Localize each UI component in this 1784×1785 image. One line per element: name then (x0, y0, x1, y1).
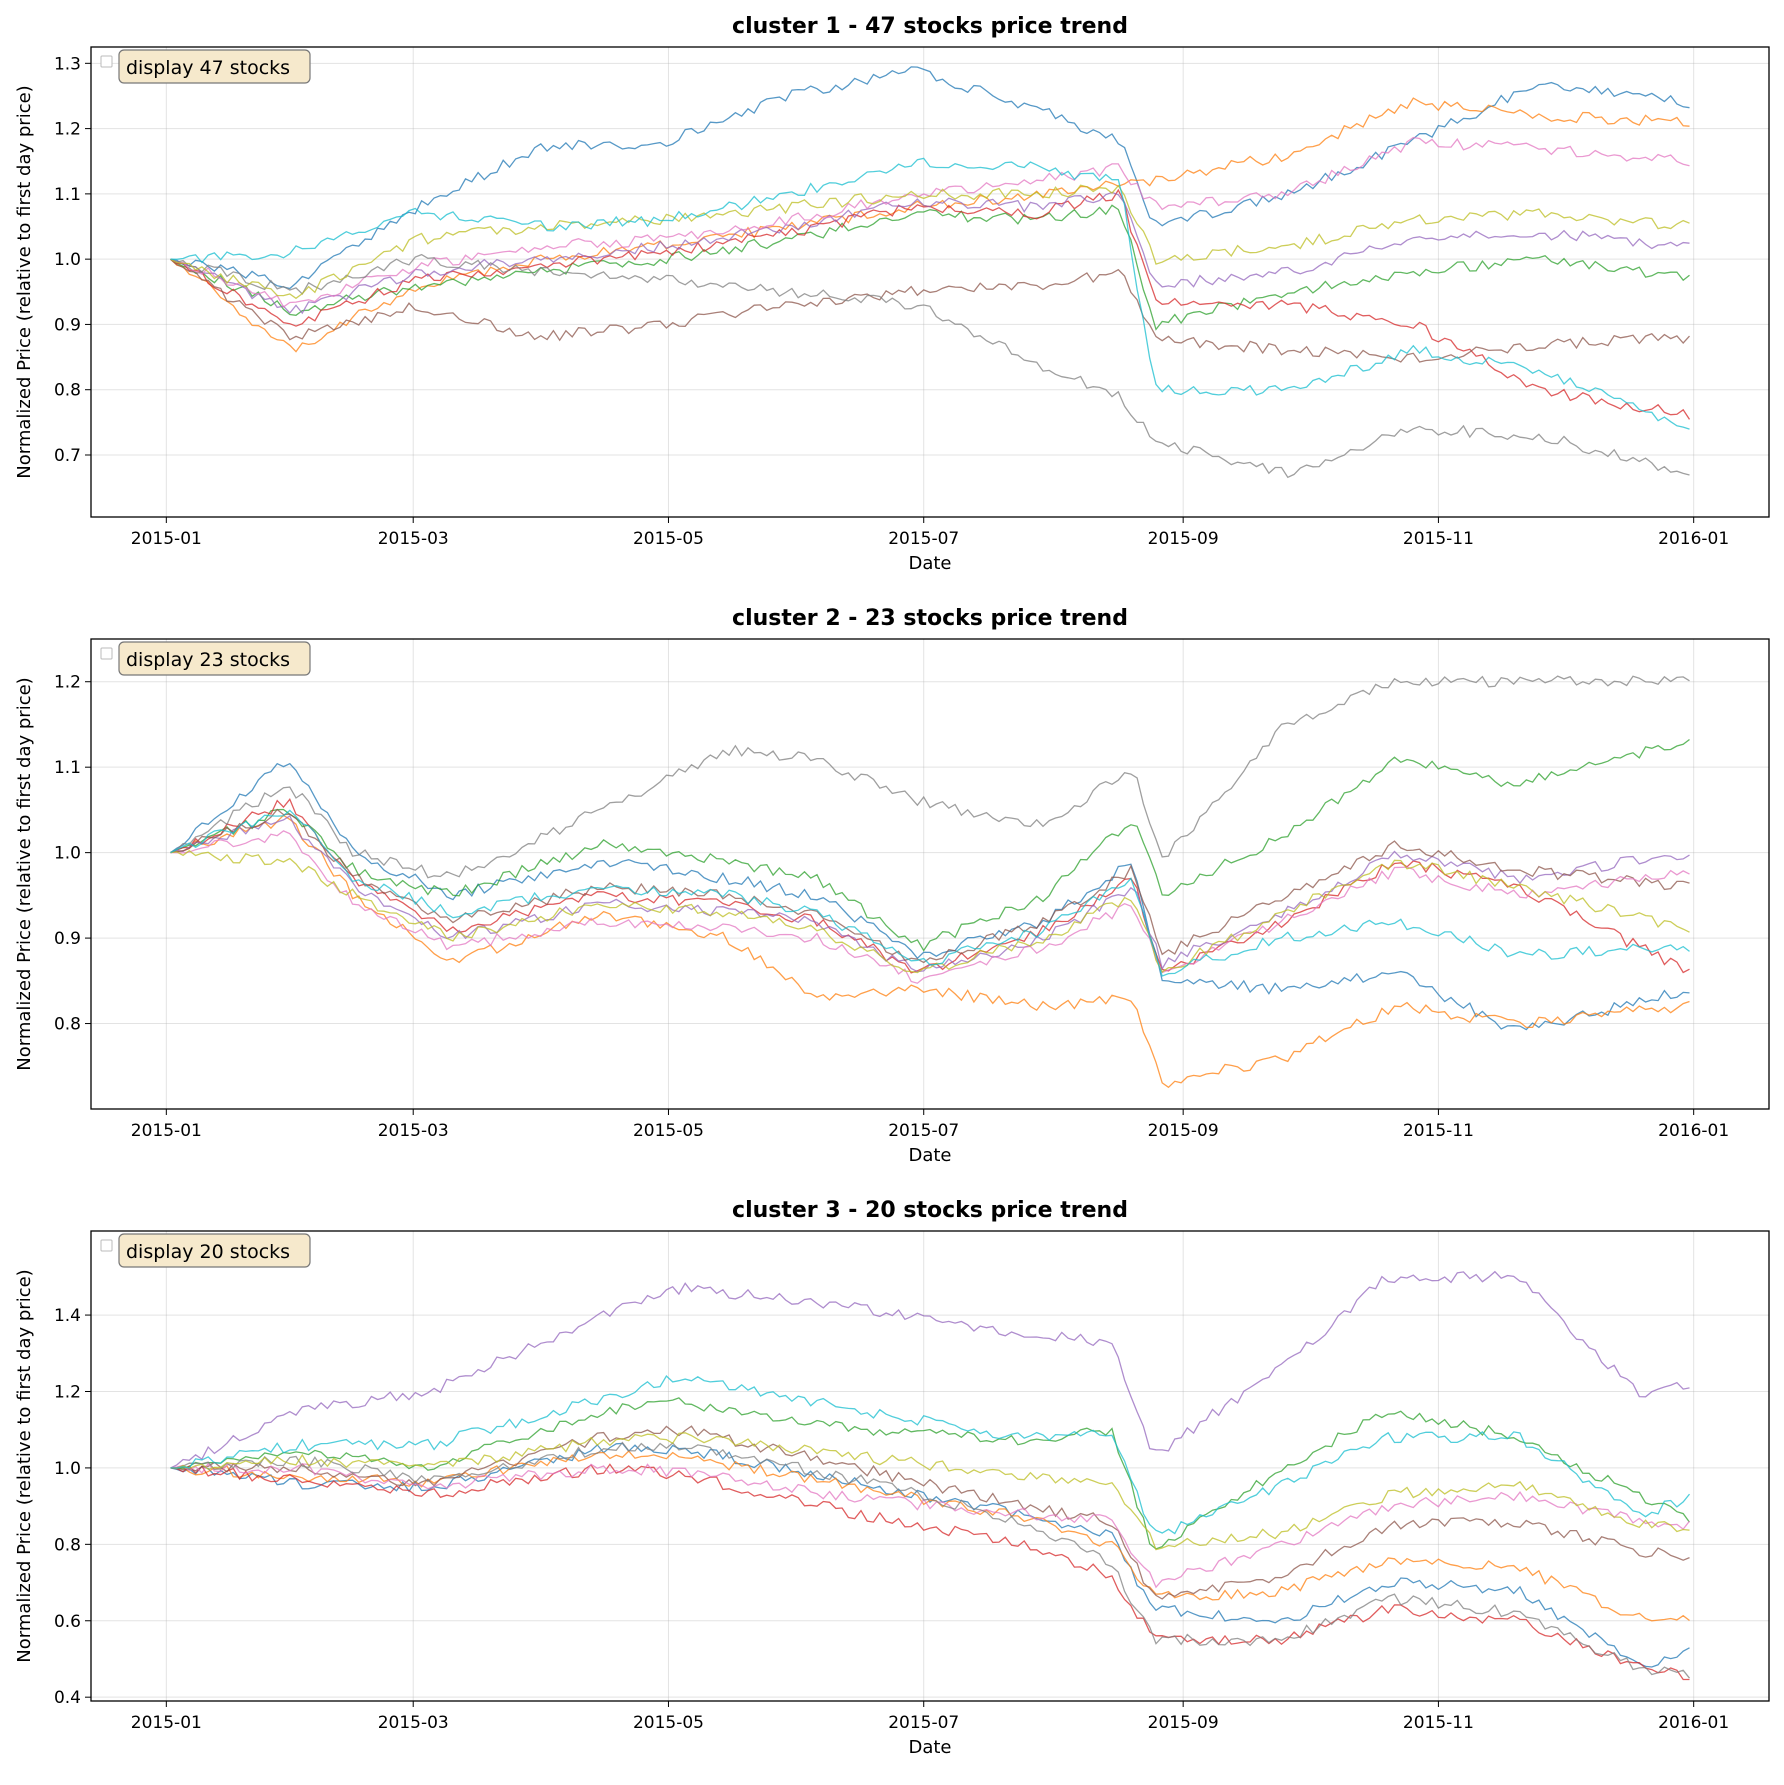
x-tick-label: 2016-01 (1658, 529, 1729, 549)
series-line-5 (170, 814, 1690, 973)
x-tick-label: 2015-07 (888, 529, 959, 549)
chart-panel-3: 0.4 0.6 0.8 1.0 1.2 1.4 2015-01 2015-03 2015-05 2… (14, 1198, 1770, 1758)
x-tick-label: 2015-11 (1403, 1121, 1474, 1141)
series-line-3 (170, 1397, 1691, 1550)
y-axis-label: Normalized Price (relative to first day … (14, 1269, 35, 1662)
y-axis-label: Normalized Price (relative to first day … (14, 677, 35, 1070)
series-line-2 (170, 97, 1690, 353)
legend-checkbox[interactable] (100, 1239, 113, 1252)
y-tick-label: 1.0 (54, 250, 81, 270)
x-tick-label: 2015-03 (378, 1713, 449, 1733)
series-line-3 (170, 738, 1690, 952)
series-group (170, 675, 1690, 1089)
axes-frame (90, 46, 1770, 518)
y-tick-label: 0.8 (54, 1015, 81, 1035)
y-tick-label: 1.1 (54, 185, 81, 205)
series-group (170, 66, 1691, 479)
series-line-4 (170, 798, 1690, 974)
y-tick-label: 1.1 (54, 758, 81, 778)
x-tick-label: 2015-11 (1403, 1713, 1474, 1733)
series-line-6 (170, 1425, 1690, 1600)
y-tick-label: 1.2 (54, 120, 81, 140)
axes-frame (90, 1230, 1770, 1702)
series-group (170, 1270, 1691, 1681)
legend-checkbox[interactable] (100, 647, 113, 660)
x-tick-label: 2015-01 (131, 1713, 202, 1733)
series-line-1 (170, 762, 1690, 1031)
axes-frame (90, 638, 1770, 1110)
x-tick-label: 2015-07 (888, 1713, 959, 1733)
x-tick-label: 2015-01 (131, 529, 202, 549)
series-line-7 (170, 830, 1690, 984)
legend-label: display 47 stocks (126, 57, 290, 79)
series-line-2 (170, 814, 1690, 1089)
series-line-7 (170, 1462, 1691, 1589)
series-line-10 (170, 157, 1690, 430)
chart-title: cluster 2 - 23 stocks price trend (732, 606, 1128, 631)
y-tick-label: 1.2 (54, 1382, 81, 1402)
x-axis-label: Date (908, 1737, 951, 1758)
chart-panel-1: 0.7 0.8 0.9 1.0 1.1 1.2 1.3 2015-01 2015-03 2015-… (14, 14, 1770, 574)
series-line-9 (170, 1432, 1690, 1551)
y-tick-label: 0.8 (54, 1535, 81, 1555)
series-line-1 (170, 66, 1690, 290)
x-tick-label: 2016-01 (1658, 1121, 1729, 1141)
y-tick-label: 1.0 (54, 1459, 81, 1479)
x-tick-label: 2015-09 (1148, 1121, 1219, 1141)
chart-title: cluster 1 - 47 stocks price trend (732, 14, 1128, 39)
legend-label: display 20 stocks (126, 1241, 290, 1263)
series-line-6 (170, 808, 1690, 964)
y-tick-label: 0.9 (54, 929, 81, 949)
legend-box (118, 49, 311, 84)
x-tick-label: 2015-09 (1148, 1713, 1219, 1733)
series-line-10 (170, 1374, 1691, 1535)
y-tick-label: 1.2 (54, 673, 81, 693)
series-line-3 (170, 204, 1690, 331)
series-line-6 (170, 258, 1690, 363)
y-tick-label: 1.3 (54, 54, 81, 74)
x-tick-label: 2015-09 (1148, 529, 1219, 549)
series-line-8 (170, 675, 1690, 879)
series-line-4 (170, 188, 1691, 420)
series-line-8 (170, 253, 1690, 479)
chart-title: cluster 3 - 20 stocks price trend (732, 1198, 1128, 1223)
series-line-9 (170, 849, 1690, 974)
series-line-7 (170, 136, 1690, 308)
series-line-4 (170, 1463, 1690, 1681)
x-axis-label: Date (908, 1145, 951, 1166)
y-tick-label: 0.9 (54, 315, 81, 335)
series-line-2 (170, 1450, 1690, 1622)
y-tick-label: 0.6 (54, 1612, 81, 1632)
series-line-5 (170, 1270, 1690, 1469)
x-tick-label: 2015-03 (378, 529, 449, 549)
x-tick-label: 2015-05 (633, 1713, 704, 1733)
x-tick-label: 2015-05 (633, 1121, 704, 1141)
x-tick-label: 2015-03 (378, 1121, 449, 1141)
x-tick-label: 2015-05 (633, 529, 704, 549)
legend-label: display 23 stocks (126, 649, 290, 671)
y-tick-label: 0.8 (54, 381, 81, 401)
x-tick-label: 2016-01 (1658, 1713, 1729, 1733)
legend-box (118, 1233, 311, 1268)
x-tick-label: 2015-01 (131, 1121, 202, 1141)
series-line-8 (170, 1441, 1691, 1679)
legend-checkbox[interactable] (100, 55, 113, 68)
x-tick-label: 2015-07 (888, 1121, 959, 1141)
series-line-9 (170, 184, 1690, 300)
series-line-5 (170, 191, 1690, 315)
y-tick-label: 1.4 (54, 1306, 81, 1326)
y-axis-label: Normalized Price (relative to first day … (14, 85, 35, 478)
series-line-10 (170, 809, 1690, 977)
y-tick-label: 1.0 (54, 844, 81, 864)
x-tick-label: 2015-11 (1403, 529, 1474, 549)
y-tick-label: 0.7 (54, 446, 81, 466)
series-line-1 (170, 1442, 1690, 1668)
legend-box (118, 641, 311, 676)
x-axis-label: Date (908, 553, 951, 574)
y-tick-label: 0.4 (54, 1688, 81, 1708)
chart-panel-2: 0.8 0.9 1.0 1.1 1.2 2015-01 2015-03 2015-05 2015… (14, 606, 1770, 1166)
